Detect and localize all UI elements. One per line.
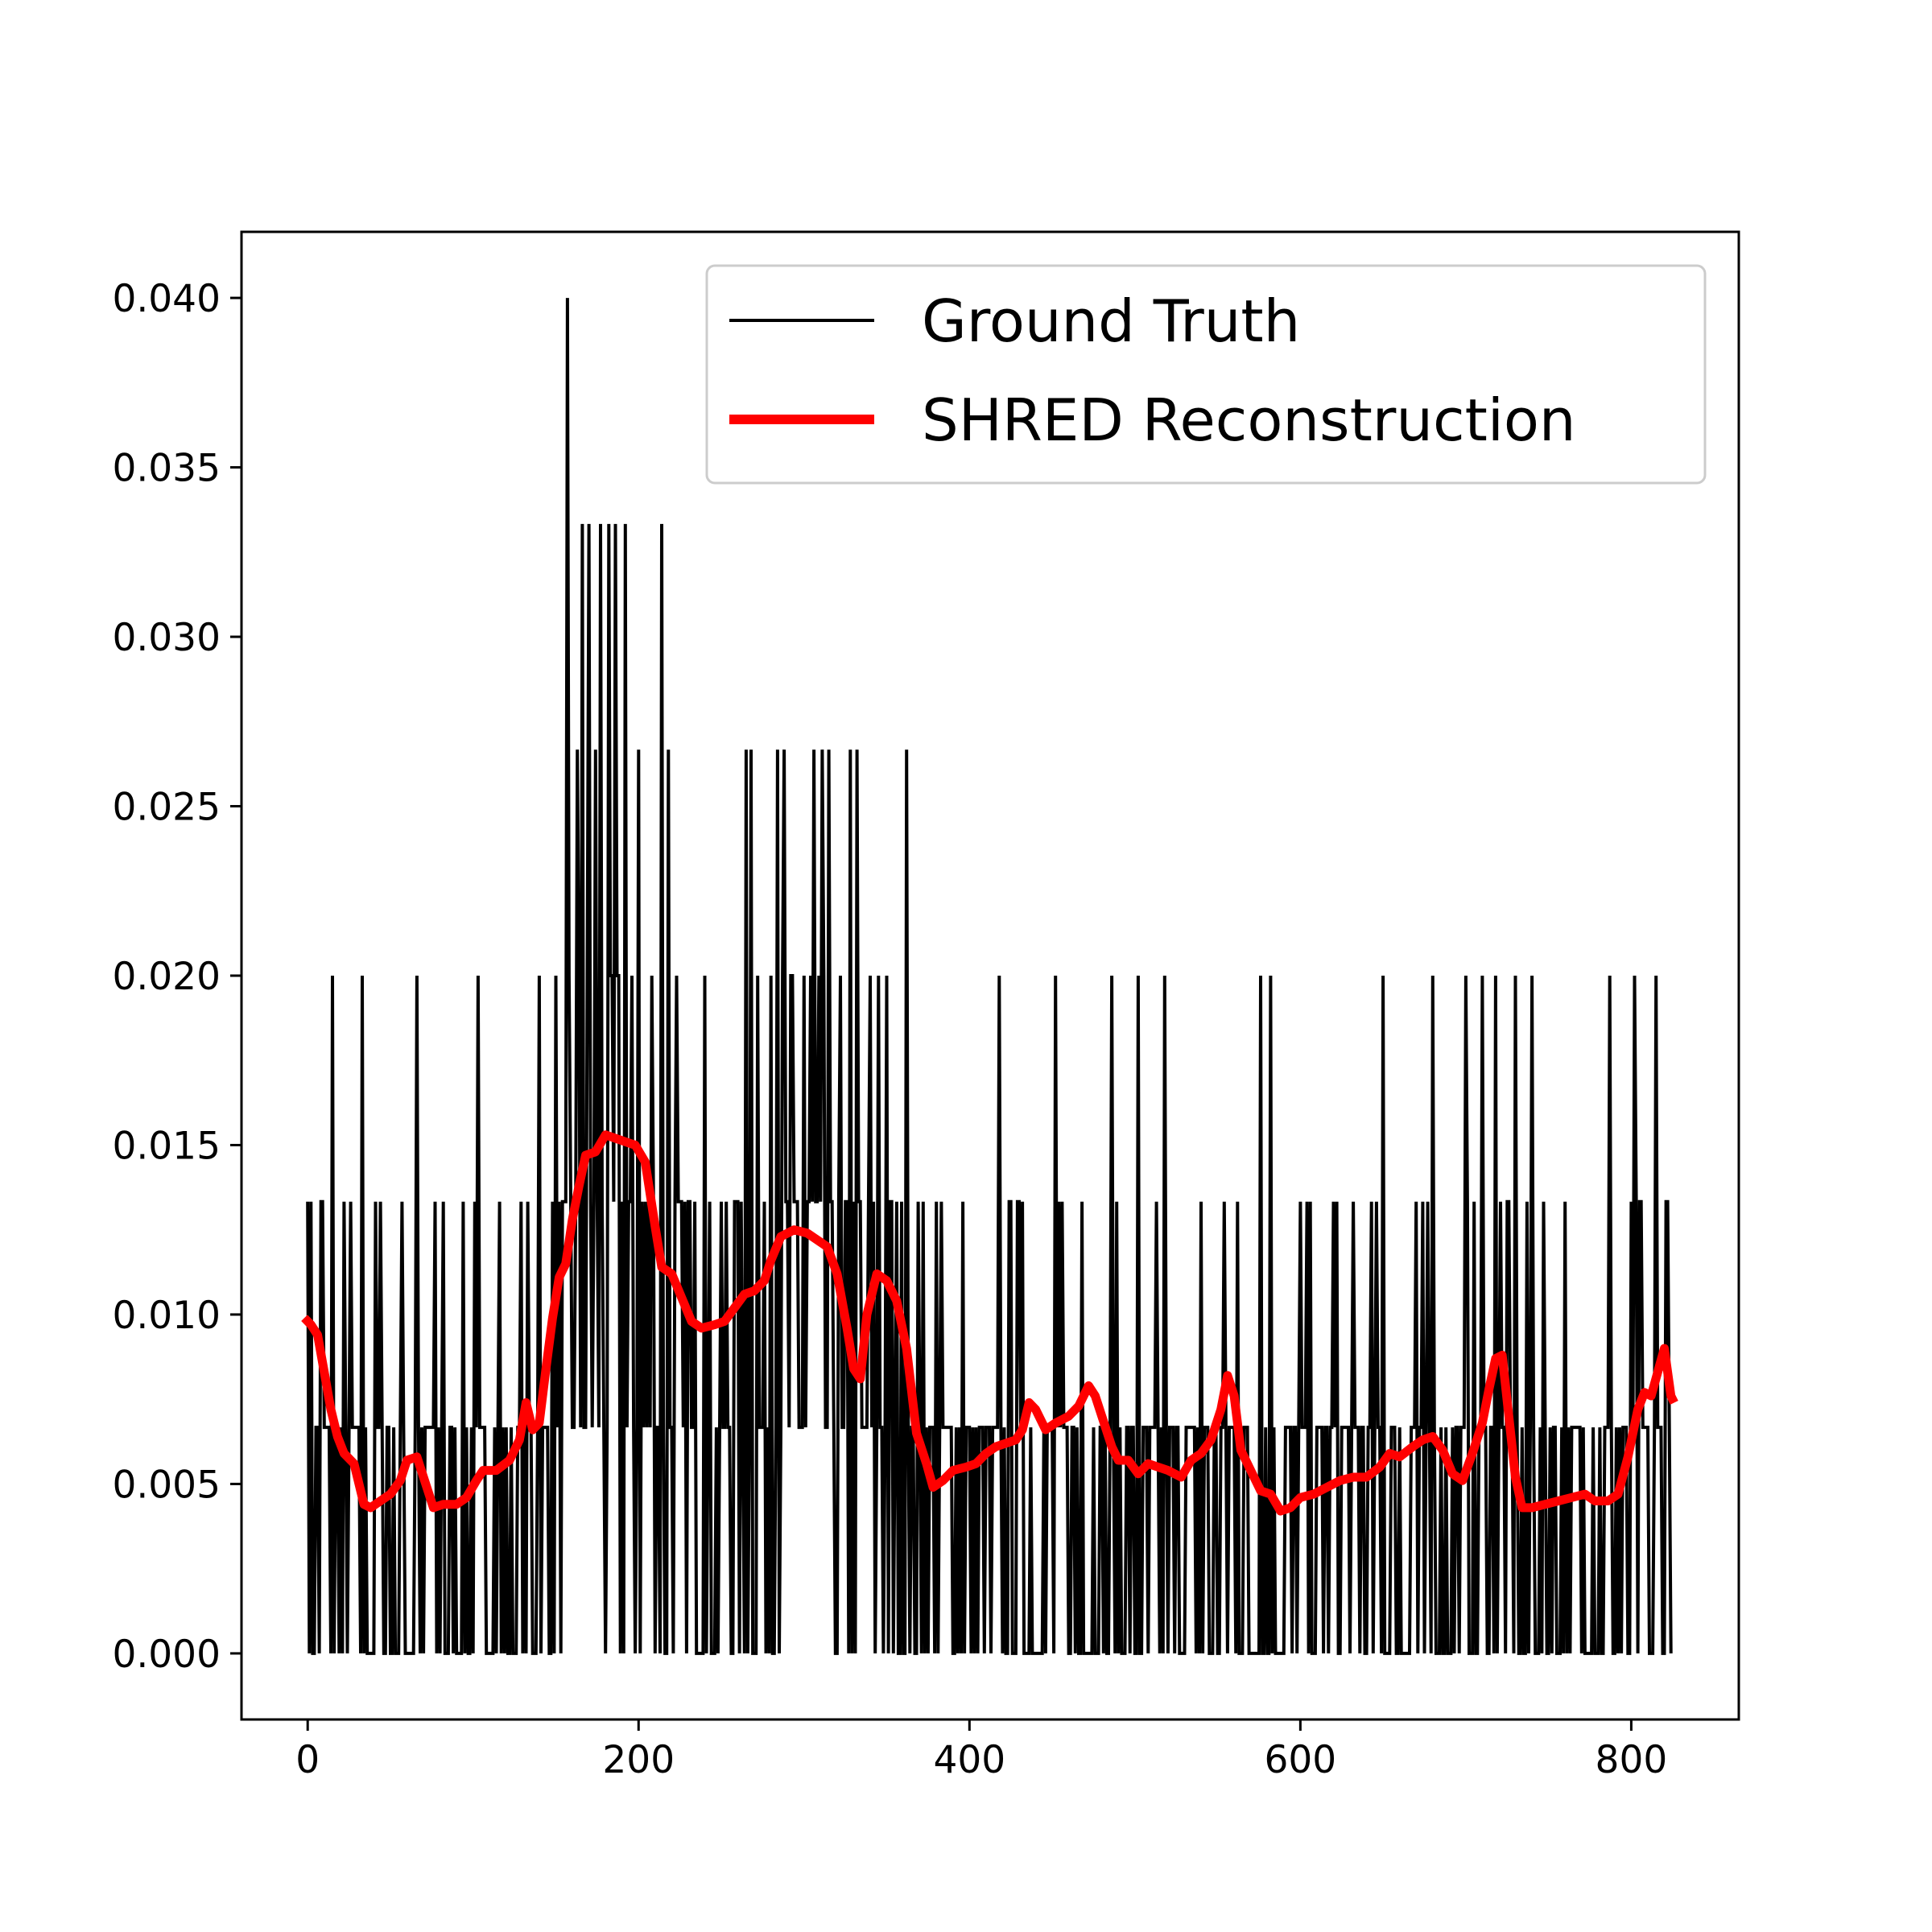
y-tick-label: 0.025: [112, 786, 221, 830]
x-tick-label: 0: [295, 1738, 320, 1782]
series-group: [301, 298, 1678, 1655]
legend: Ground Truth SHRED Reconstruction: [705, 264, 1707, 485]
y-tick-label: 0.000: [112, 1633, 221, 1677]
x-axis: 0 200 400 600 800: [295, 1719, 1667, 1782]
y-tick-label: 0.035: [112, 447, 221, 491]
y-tick-label: 0.030: [112, 616, 221, 660]
plot-area: [301, 298, 1678, 1655]
series-line-shred-reconstruction: [301, 1130, 1678, 1516]
x-tick-label: 400: [933, 1738, 1005, 1782]
y-tick-label: 0.020: [112, 955, 221, 999]
y-axis: 0.000 0.005 0.010 0.015 0.020 0.025 0.030 0.035…: [112, 277, 242, 1677]
series-line-ground-truth: [306, 298, 1673, 1655]
y-tick-label: 0.010: [112, 1294, 221, 1338]
x-tick-label: 200: [602, 1738, 675, 1782]
legend-label-shred-reconstruction: SHRED Reconstruction: [922, 386, 1576, 454]
x-tick-label: 800: [1596, 1738, 1668, 1782]
legend-label-ground-truth: Ground Truth: [922, 287, 1300, 355]
y-tick-label: 0.015: [112, 1124, 221, 1168]
y-tick-label: 0.005: [112, 1463, 221, 1507]
x-tick-label: 600: [1264, 1738, 1336, 1782]
legend-box: [705, 264, 1707, 485]
y-tick-label: 0.040: [112, 277, 221, 321]
